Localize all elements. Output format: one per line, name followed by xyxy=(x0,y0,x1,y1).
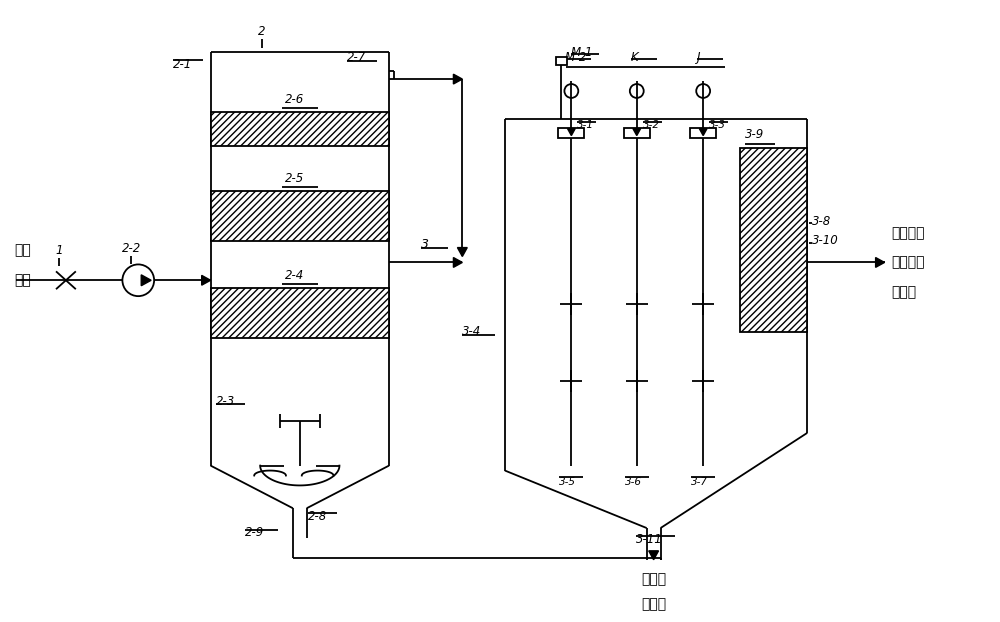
Text: 3-1: 3-1 xyxy=(577,119,594,129)
Polygon shape xyxy=(453,258,462,267)
Bar xyxy=(740,149,807,332)
Polygon shape xyxy=(649,551,659,560)
Text: 2-7: 2-7 xyxy=(347,51,367,64)
Text: M 1: M 1 xyxy=(571,46,593,59)
Text: 3-8: 3-8 xyxy=(812,215,831,228)
Text: 收利用: 收利用 xyxy=(891,285,917,299)
Text: 2: 2 xyxy=(258,26,266,39)
Text: 排放或回: 排放或回 xyxy=(891,256,925,269)
Text: 3-10: 3-10 xyxy=(812,234,839,248)
Text: 3-11: 3-11 xyxy=(636,533,663,546)
Text: 2-1: 2-1 xyxy=(173,58,192,71)
Text: 2-4: 2-4 xyxy=(285,269,304,282)
Text: 2-2: 2-2 xyxy=(122,241,141,254)
Text: J: J xyxy=(697,51,701,64)
Text: 3-6: 3-6 xyxy=(625,476,642,486)
Text: 1: 1 xyxy=(55,244,63,258)
Text: 3-3: 3-3 xyxy=(709,119,726,129)
Text: 2-3: 2-3 xyxy=(216,395,235,407)
Text: 3-9: 3-9 xyxy=(745,128,764,141)
Text: 3: 3 xyxy=(421,238,429,251)
Polygon shape xyxy=(202,276,211,285)
Text: K: K xyxy=(631,51,639,64)
Text: M 2: M 2 xyxy=(565,51,587,64)
Polygon shape xyxy=(568,129,575,136)
Bar xyxy=(211,288,389,338)
Bar xyxy=(558,128,584,137)
Text: 2-9: 2-9 xyxy=(245,526,265,539)
Text: 倒角: 倒角 xyxy=(14,244,31,258)
Bar xyxy=(556,57,567,65)
Text: 出水达标: 出水达标 xyxy=(891,226,925,239)
Bar xyxy=(211,191,389,241)
Text: 2-8: 2-8 xyxy=(308,509,327,522)
Polygon shape xyxy=(457,248,467,256)
Text: 3-4: 3-4 xyxy=(462,325,482,338)
Polygon shape xyxy=(453,74,462,84)
Bar xyxy=(211,112,389,147)
Polygon shape xyxy=(633,129,641,136)
Text: 倒角污: 倒角污 xyxy=(641,573,666,587)
Text: 2-6: 2-6 xyxy=(285,93,304,106)
Polygon shape xyxy=(699,129,707,136)
Polygon shape xyxy=(876,258,885,267)
Text: 3-7: 3-7 xyxy=(691,476,708,486)
Text: 2-5: 2-5 xyxy=(285,172,304,185)
Text: 污水: 污水 xyxy=(14,273,31,287)
Polygon shape xyxy=(141,275,151,285)
Bar xyxy=(690,128,716,137)
Text: 3-2: 3-2 xyxy=(643,119,660,129)
Text: 泥回收: 泥回收 xyxy=(641,597,666,611)
Bar xyxy=(624,128,650,137)
Text: 3-5: 3-5 xyxy=(559,476,576,486)
